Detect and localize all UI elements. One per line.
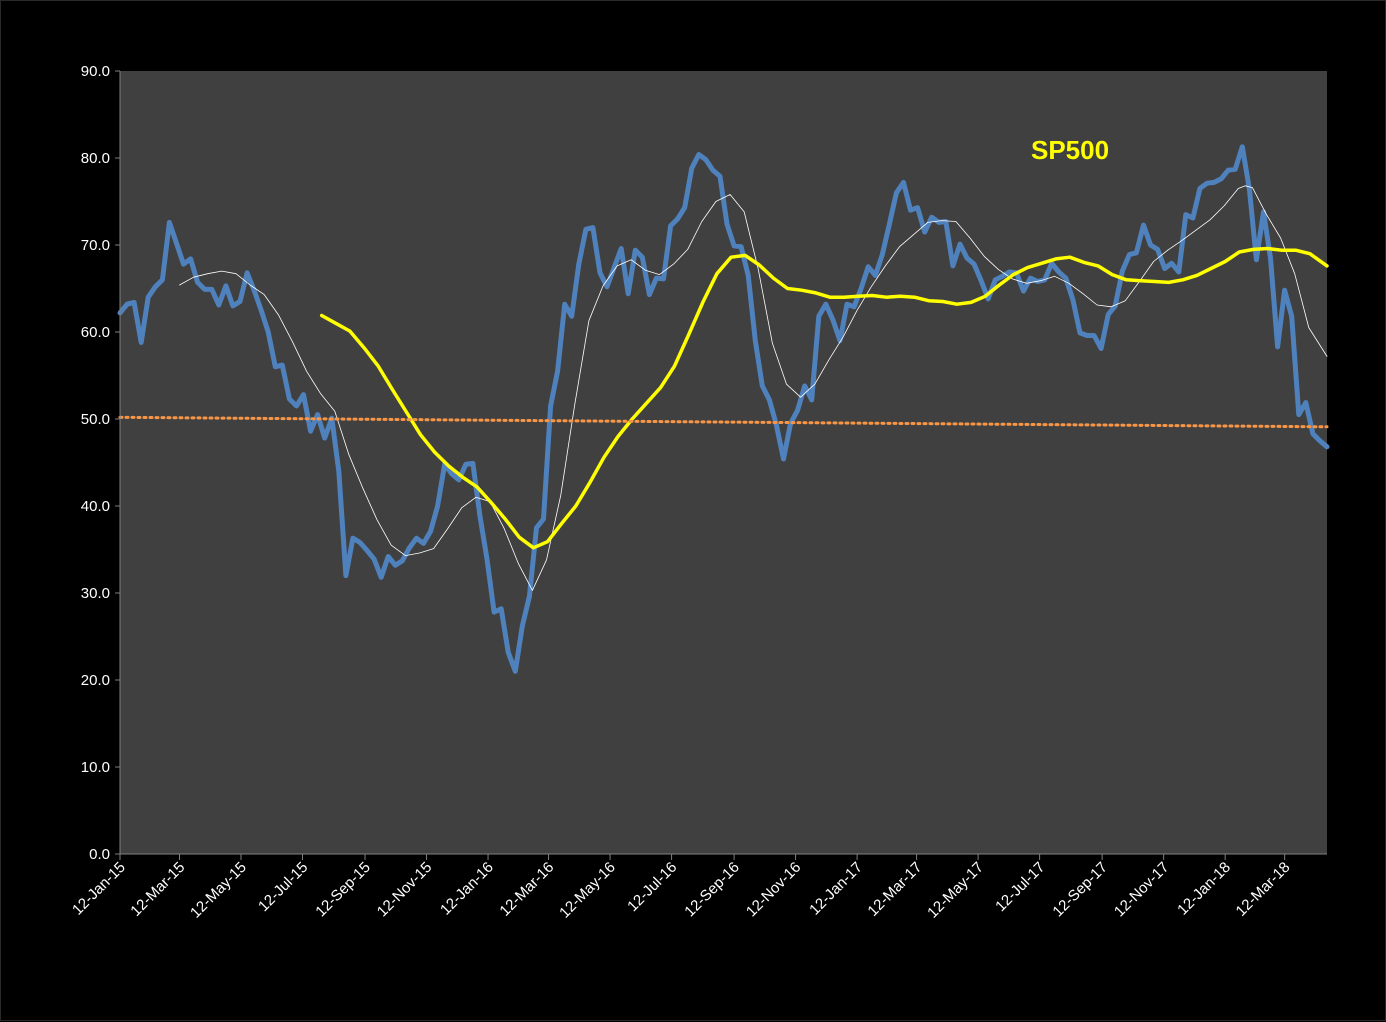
x-tick-label: 12-Jul-15: [255, 859, 311, 915]
x-tick-label: 12-Mar-16: [496, 859, 557, 920]
y-tick-label: 10.0: [81, 759, 110, 776]
y-tick-label: 70.0: [81, 237, 110, 254]
x-tick-label: 12-Sep-17: [1049, 859, 1111, 921]
short-average-line: [179, 185, 1328, 591]
x-tick-label: 12-Jan-16: [437, 859, 497, 919]
x-tick-label: 12-Mar-18: [1233, 859, 1294, 920]
y-tick-label: 20.0: [81, 672, 110, 689]
x-tick-label: 12-Sep-15: [312, 859, 374, 921]
y-tick-label: 0.0: [89, 846, 110, 863]
x-tick-label: 12-Jul-17: [992, 859, 1048, 915]
y-tick-label: 40.0: [81, 498, 110, 515]
x-tick-label: 12-Jan-15: [69, 859, 129, 919]
x-tick-label: 12-Nov-16: [743, 859, 805, 921]
x-tick-label: 12-Jan-18: [1174, 859, 1234, 919]
chart-title: SP500: [1031, 135, 1109, 165]
x-tick-label: 12-May-16: [556, 859, 619, 922]
x-tick-label: 12-May-17: [924, 859, 987, 922]
y-tick-label: 50.0: [81, 411, 110, 428]
x-tick-label: 12-Nov-17: [1111, 859, 1173, 921]
x-tick-label: 12-Mar-17: [864, 859, 925, 920]
long-average-line: [319, 246, 1329, 550]
y-tick-label: 80.0: [81, 150, 110, 167]
x-tick-label: 12-Sep-16: [681, 859, 743, 921]
y-tick-label: 90.0: [81, 63, 110, 80]
series-layer: [117, 144, 1330, 674]
weekly-series-line: [117, 144, 1330, 674]
x-tick-label: 12-Nov-15: [374, 859, 436, 921]
x-tick-label: 12-May-15: [187, 859, 250, 922]
y-tick-label: 60.0: [81, 324, 110, 341]
y-tick-label: 30.0: [81, 585, 110, 602]
trend-line: [118, 415, 1329, 429]
x-tick-label: 12-Jul-16: [624, 859, 680, 915]
x-tick-label: 12-Jan-17: [806, 859, 866, 919]
x-tick-label: 12-Mar-15: [127, 859, 188, 920]
